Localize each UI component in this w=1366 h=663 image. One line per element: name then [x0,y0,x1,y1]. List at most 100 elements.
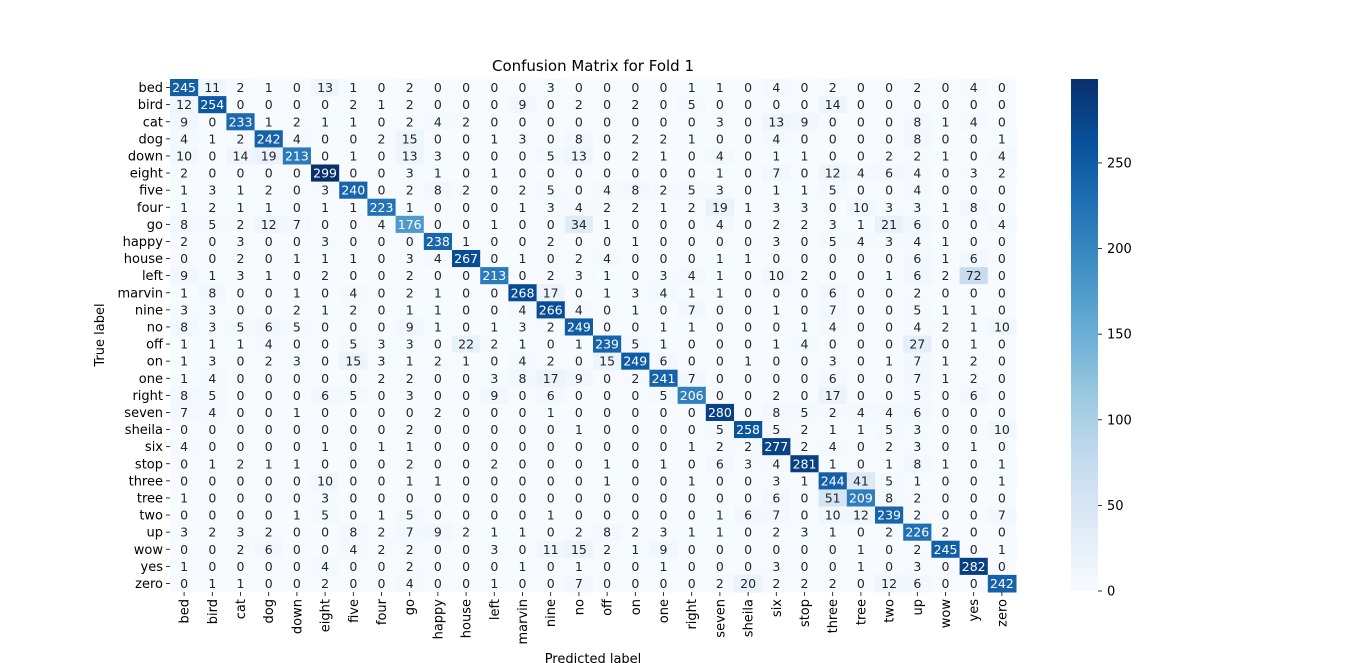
cell-value-label: 0 [237,166,245,181]
cell-value-label: 2 [434,405,442,420]
heatmap-cell [452,472,481,490]
cell-value-label: 2 [575,525,583,540]
heatmap-cell [339,455,368,473]
heatmap-cell [705,455,735,473]
heatmap-cell [254,403,284,422]
heatmap-cell [846,164,876,183]
heatmap-cell [987,335,1017,354]
cell-value-label: 1 [349,251,357,266]
heatmap-cell [649,113,679,131]
heatmap-cell [903,113,932,131]
heatmap-cell [170,335,199,354]
heatmap-cell [818,540,848,559]
cell-value-label: 2 [378,371,386,386]
heatmap-cell [226,472,256,490]
heatmap-cell [621,215,650,234]
heatmap-cell [734,557,763,576]
cell-value-label: 0 [180,251,188,266]
heatmap-cell [480,267,509,285]
heatmap-cell [621,455,650,473]
heatmap-cell [282,250,312,268]
cell-value-label: 0 [857,285,865,300]
cell-value-label: 0 [857,439,865,454]
heatmap-cell [875,181,904,200]
cell-value-label: 7 [913,354,921,369]
heatmap-cell [677,335,707,354]
heatmap-cell [339,352,368,371]
cell-value-label: 5 [547,148,555,163]
heatmap-cell [959,352,989,371]
heatmap-cell [649,232,679,251]
heatmap-cell [254,267,284,285]
heatmap-cell [170,489,199,507]
cell-value-label: 0 [519,508,527,523]
heatmap-cell [959,79,989,97]
heatmap-cell [705,267,735,285]
heatmap-cell [677,147,707,165]
cell-value-label: 1 [603,217,611,232]
heatmap-cell [621,574,650,593]
cell-value-label: 1 [519,337,527,352]
heatmap-cell [564,421,594,439]
cell-value-label: 0 [349,166,357,181]
heatmap-cell [198,421,227,439]
heatmap-cell [790,523,820,542]
cell-value-label: 0 [406,234,414,249]
heatmap-cell [311,284,340,302]
heatmap-cell [705,318,735,336]
heatmap-cell [395,557,425,576]
cell-value-label: 1 [321,439,329,454]
cell-value-label: 0 [490,490,498,505]
heatmap-cell [311,557,340,576]
cell-value-label: 0 [857,525,865,540]
cell-value-label: 0 [857,148,865,163]
heatmap-cell [818,455,848,473]
cell-value-label: 0 [462,439,470,454]
cell-value-label: 0 [490,559,498,574]
heatmap-cell [367,164,397,183]
cell-value-label: 0 [857,131,865,146]
cell-value-label: 0 [378,114,386,129]
heatmap-cell [705,489,735,507]
heatmap-cell [649,318,679,336]
heatmap-cell [762,301,791,319]
cell-value-label: 7 [180,405,188,420]
cell-value-label: 0 [885,131,893,146]
heatmap-cell [170,369,199,388]
cell-value-label: 0 [519,148,527,163]
heatmap-cell [508,403,538,422]
cell-value-label: 1 [772,302,780,317]
heatmap-cell [508,489,538,507]
cell-value-label: 5 [688,97,696,112]
heatmap-cell [452,574,481,593]
cell-value-label: 0 [631,559,639,574]
heatmap-cell [649,557,679,576]
cell-value-label: 0 [265,473,273,488]
heatmap-cell [480,421,509,439]
cell-value-label: 206 [680,388,704,403]
heatmap-cell [452,232,481,251]
heatmap-cell [480,489,509,507]
heatmap-cell [452,352,481,371]
heatmap-cell [423,181,453,200]
heatmap-cell [452,403,481,422]
cell-value-label: 3 [913,559,921,574]
cell-value-label: 0 [857,114,865,129]
cell-value-label: 1 [406,439,414,454]
heatmap-cell [452,181,481,200]
heatmap-cell [198,403,227,422]
heatmap-cell [762,352,791,371]
cell-value-label: 9 [180,268,188,283]
cell-value-label: 2 [829,405,837,420]
cell-value-label: 10 [317,473,333,488]
cell-value-label: 1 [237,337,245,352]
cell-value-label: 267 [454,251,478,266]
heatmap-cell [621,523,650,542]
cell-value-label: 72 [966,268,982,283]
cell-value-label: 7 [998,508,1006,523]
cell-value-label: 0 [744,183,752,198]
heatmap-cell [170,421,199,439]
heatmap-cell [282,557,312,576]
cell-value-label: 0 [293,268,301,283]
heatmap-cell [875,386,904,405]
